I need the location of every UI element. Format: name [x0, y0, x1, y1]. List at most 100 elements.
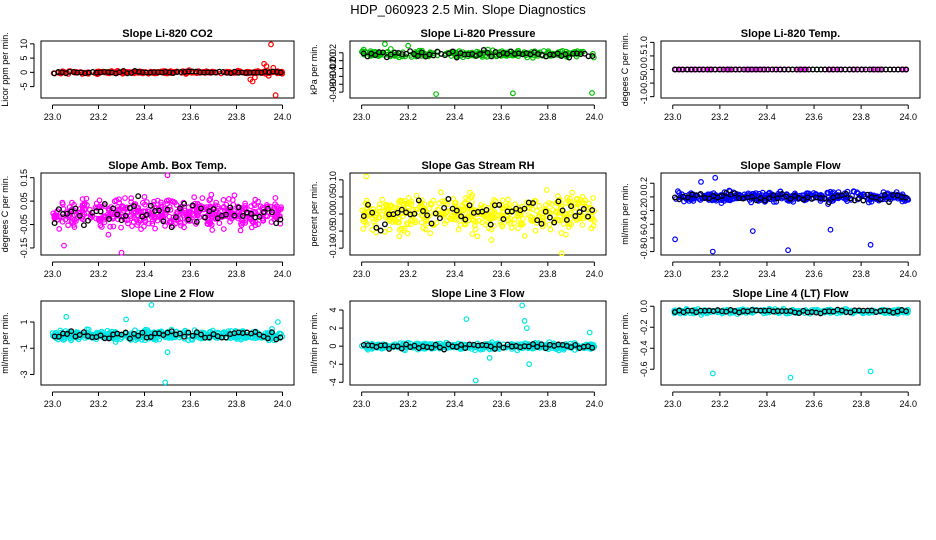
- y-tick-label: 0: [328, 344, 338, 349]
- x-tick-label: 23.0: [353, 112, 371, 122]
- highlight-point: [72, 205, 79, 212]
- x-tick-label: 23.8: [539, 269, 557, 279]
- highlight-point: [250, 69, 257, 76]
- data-point: [498, 202, 505, 209]
- highlight-point: [441, 204, 448, 211]
- highlight-point: [554, 50, 561, 57]
- data-point: [167, 218, 173, 225]
- data-point: [488, 236, 495, 243]
- x-tick-label: 23.0: [664, 269, 682, 279]
- data-point: [60, 206, 67, 213]
- data-point: [249, 218, 256, 225]
- highlight-point: [418, 49, 425, 56]
- x-tick-label: 23.0: [44, 399, 62, 409]
- data-point: [198, 203, 205, 209]
- highlight-point: [124, 70, 131, 77]
- data-point: [199, 195, 206, 202]
- data-point: [170, 198, 177, 205]
- data-point: [152, 225, 159, 232]
- highlight-point: [197, 69, 204, 76]
- highlight-point: [135, 193, 142, 200]
- y-tick-label: 5: [19, 56, 29, 61]
- data-point: [509, 224, 515, 231]
- data-point: [163, 197, 170, 204]
- highlight-point: [131, 203, 137, 210]
- highlight-point: [376, 49, 383, 56]
- highlight-point: [85, 217, 91, 224]
- data-point: [515, 225, 521, 232]
- highlight-point: [189, 68, 196, 75]
- x-tick-label: 23.4: [758, 269, 776, 279]
- highlight-point: [414, 53, 421, 59]
- y-tick-label: 0.5: [639, 50, 649, 63]
- highlight-point: [246, 69, 253, 76]
- highlight-point: [465, 51, 472, 58]
- x-tick-label: 24.0: [586, 112, 604, 122]
- data-point: [422, 226, 429, 233]
- highlight-point: [135, 68, 142, 75]
- data-point: [151, 213, 158, 220]
- outlier-point: [586, 329, 593, 336]
- chart-panel-7: Slope Line 2 Flow ml/min per min. 23.0 23.2…: [0, 288, 295, 409]
- panel-title: Slope Li-820 Pressure: [421, 28, 536, 40]
- data-point: [469, 231, 476, 237]
- outlier-point: [712, 174, 719, 181]
- data-point: [242, 200, 249, 207]
- data-point: [427, 230, 434, 237]
- series-points: [671, 305, 911, 381]
- data-point: [53, 214, 59, 221]
- data-point: [96, 197, 103, 204]
- outlier-point: [709, 248, 716, 255]
- highlight-point: [566, 54, 573, 61]
- y-axis-label: kPa per min.: [309, 44, 319, 95]
- data-point: [868, 66, 875, 73]
- plot-frame: [40, 40, 295, 99]
- panel-title: Slope Li-820 Temp.: [741, 28, 840, 40]
- highlight-point: [172, 214, 179, 221]
- data-point: [145, 220, 152, 227]
- y-tick-label: -4: [328, 378, 338, 386]
- highlight-point: [101, 201, 108, 207]
- chart-panel-4: Slope Amb. Box Temp. degrees C per min. 23…: [0, 160, 295, 279]
- y-tick-label: 0.15: [19, 169, 29, 187]
- y-tick-label: -3: [19, 370, 29, 378]
- data-point: [180, 212, 187, 219]
- data-point: [69, 199, 75, 206]
- data-point: [559, 48, 566, 54]
- data-point: [277, 213, 283, 220]
- highlight-point: [118, 217, 125, 224]
- outlier-point: [164, 172, 171, 179]
- highlight-point: [430, 52, 437, 59]
- highlight-point: [122, 212, 129, 219]
- data-point: [105, 231, 112, 238]
- outlier-point: [524, 325, 530, 332]
- data-point: [121, 216, 128, 223]
- x-tick-label: 24.0: [899, 399, 917, 409]
- data-point: [590, 195, 596, 201]
- panel-title: Slope Line 3 Flow: [432, 288, 525, 300]
- highlight-point: [166, 69, 173, 76]
- data-point: [229, 197, 236, 204]
- data-point: [177, 219, 184, 226]
- data-point: [396, 233, 403, 240]
- data-point: [110, 223, 117, 230]
- outlier-point: [698, 178, 704, 185]
- x-tick-label: 23.4: [136, 112, 154, 122]
- highlight-point: [158, 69, 165, 76]
- x-tick-label: 23.0: [353, 399, 371, 409]
- highlight-point: [97, 69, 104, 76]
- highlight-point: [577, 51, 584, 58]
- data-point: [162, 222, 169, 229]
- highlight-point: [449, 48, 456, 55]
- highlight-point: [164, 206, 171, 213]
- outlier-point: [510, 90, 516, 97]
- outlier-point: [521, 318, 528, 324]
- outlier-point: [867, 368, 874, 375]
- highlight-point: [66, 68, 73, 75]
- x-tick-label: 23.4: [446, 112, 464, 122]
- y-tick-label: -0.08: [328, 82, 338, 103]
- highlight-point: [277, 69, 284, 76]
- highlight-point: [68, 208, 75, 215]
- y-tick-label: 0.10: [328, 171, 338, 189]
- data-point: [76, 209, 83, 216]
